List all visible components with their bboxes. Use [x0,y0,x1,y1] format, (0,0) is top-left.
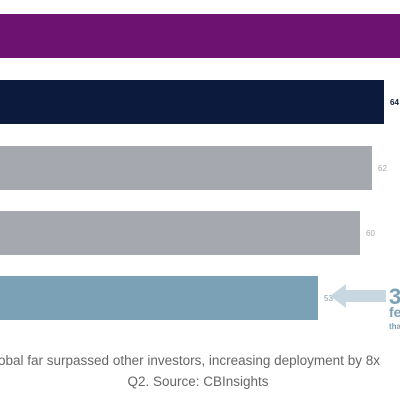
bar-5 [0,276,318,320]
caption-line-2: Q2. Source: CBInsights [127,374,269,389]
bar-value-label-3: 62 [378,164,387,173]
callout-arrow [330,284,386,308]
bar-2 [0,80,384,124]
bar-value-label-4: 60 [366,229,375,238]
bar-value-label-5: 53 [324,294,333,303]
bar-4 [0,211,360,255]
caption-line-1: obal far surpassed other investors, incr… [0,353,380,368]
callout-mid-text: fe [389,304,400,320]
bar-3 [0,146,372,190]
callout-big-text: 3 [389,284,400,309]
callout-small-text: tha [389,322,400,331]
bar-1 [0,14,400,58]
bar-value-label-2: 64 [390,98,399,107]
